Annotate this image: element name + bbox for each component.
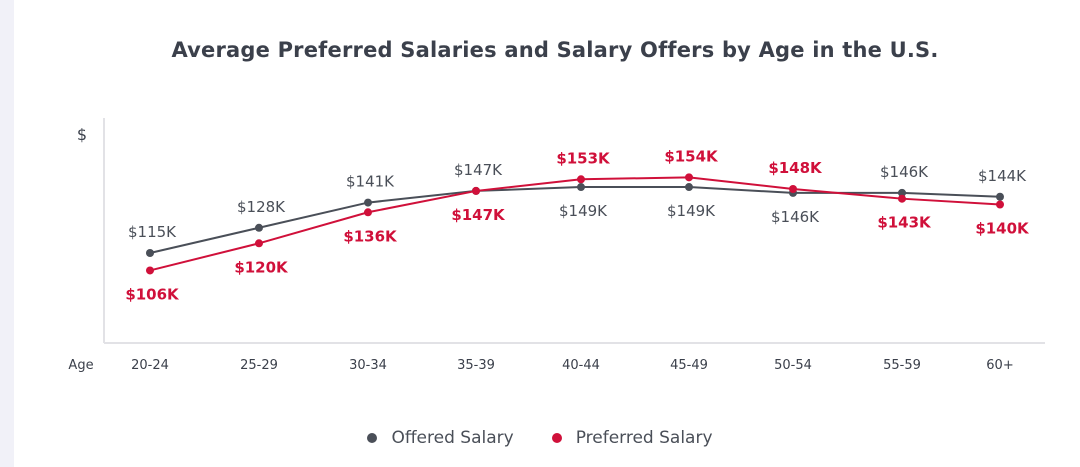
x-tick-label: 25-29 (240, 358, 278, 373)
legend-offered-label: Offered Salary (391, 428, 514, 448)
data-label: $154K (664, 147, 719, 165)
data-label: $147K (451, 206, 506, 224)
data-label: $147K (454, 161, 503, 179)
x-tick-label: 35-39 (457, 358, 495, 373)
data-label: $148K (768, 159, 823, 177)
data-label: $136K (343, 227, 398, 245)
data-point (364, 198, 372, 207)
data-label: $143K (877, 214, 932, 232)
data-label: $146K (880, 163, 929, 181)
legend-offered-marker (367, 433, 378, 443)
legend-preferred-marker (551, 433, 562, 443)
data-point (898, 188, 906, 197)
data-point (996, 192, 1004, 201)
data-point (898, 194, 906, 203)
x-tick-label: 50-54 (774, 358, 812, 373)
x-tick-label: 55-59 (883, 358, 921, 373)
data-label: $153K (556, 149, 611, 167)
data-point (685, 183, 693, 192)
legend: Offered Salary Preferred Salary (0, 428, 1080, 448)
data-label: $140K (975, 220, 1030, 238)
data-point (472, 186, 480, 195)
data-label: $128K (237, 198, 286, 216)
data-label: $106K (125, 285, 180, 303)
legend-preferred-label: Preferred Salary (575, 428, 713, 448)
x-tick-label: 20-24 (131, 358, 169, 373)
chart-card (14, 0, 1080, 467)
x-tick-label: 45-49 (670, 358, 708, 373)
data-label: $141K (346, 173, 395, 191)
x-tick-label: 30-34 (349, 358, 387, 373)
data-label: $120K (234, 258, 289, 276)
data-point (685, 173, 693, 182)
data-point (789, 184, 797, 193)
x-axis-label: Age (68, 358, 93, 373)
data-point (996, 200, 1004, 209)
data-label: $149K (667, 202, 716, 220)
data-point (255, 223, 263, 232)
data-label: $144K (978, 167, 1027, 185)
data-label: $115K (128, 223, 177, 241)
data-point (255, 239, 263, 248)
data-label: $146K (771, 208, 820, 226)
data-point (146, 266, 154, 275)
y-axis-label: $ (77, 125, 87, 144)
data-point (577, 183, 585, 192)
data-label: $149K (559, 202, 608, 220)
legend-offered: Offered Salary (367, 428, 514, 448)
chart-title: Average Preferred Salaries and Salary Of… (171, 38, 939, 62)
legend-preferred: Preferred Salary (551, 428, 713, 448)
x-tick-label: 40-44 (562, 358, 600, 373)
data-point (146, 249, 154, 257)
data-point (364, 208, 372, 217)
x-tick-label: 60+ (986, 358, 1013, 373)
data-point (577, 175, 585, 184)
